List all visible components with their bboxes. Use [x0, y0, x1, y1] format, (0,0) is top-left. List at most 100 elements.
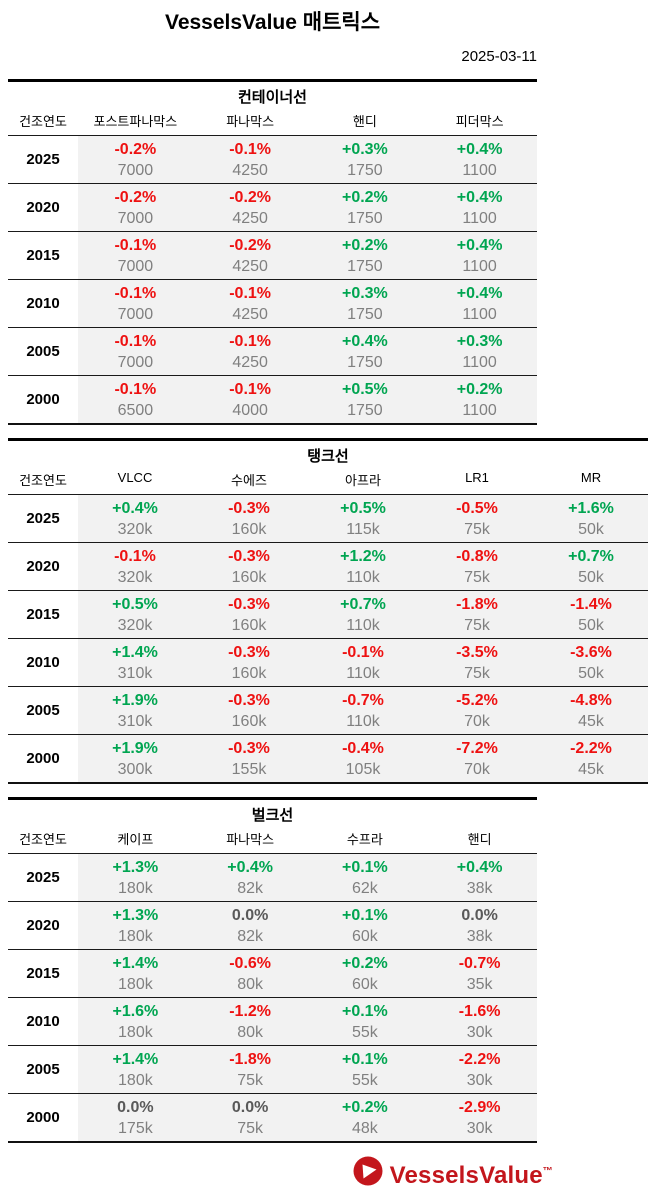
table-title: 컨테이너선 [237, 89, 307, 106]
pct-change-value: -0.3% [228, 740, 270, 757]
asset-value: 110k [346, 713, 380, 730]
value-cell: -0.2% 4250 [192, 184, 308, 231]
asset-value: 35k [466, 976, 493, 993]
pct-change-value: -2.2% [570, 740, 612, 757]
pct-change-value: -0.1% [114, 548, 156, 565]
asset-value: 75k [464, 617, 490, 634]
asset-value: 180k [118, 928, 153, 945]
pct-change-value: -0.1% [114, 237, 157, 254]
asset-value: 50k [578, 521, 604, 538]
value-cell: -0.2% 7000 [78, 184, 193, 231]
value-cell: 0.0% 175k [78, 1094, 193, 1141]
asset-value: 115k [346, 521, 380, 538]
pct-change-value: -0.1% [114, 285, 157, 302]
asset-value: 160k [231, 521, 267, 538]
pct-change-value: 0.0% [231, 907, 269, 924]
year-label: 2010 [8, 280, 78, 327]
asset-value: 320k [117, 521, 153, 538]
value-cell: -0.3% 160k [192, 639, 306, 686]
pct-change-value: -1.6% [458, 1003, 501, 1020]
pct-change-value: +1.2% [340, 548, 386, 565]
year-label: 2005 [8, 687, 78, 734]
value-cell: -2.2% 45k [534, 735, 648, 782]
asset-value: 1100 [462, 258, 497, 275]
pct-change-value: +1.4% [112, 644, 158, 661]
value-cell: -0.8% 75k [420, 543, 534, 590]
pct-change-value: 0.0% [117, 1099, 154, 1116]
asset-value: 75k [237, 1120, 264, 1137]
pct-change-value: -0.3% [228, 692, 270, 709]
table-title: 탱크선 [307, 448, 349, 465]
asset-value: 1100 [462, 210, 497, 227]
asset-value: 80k [237, 976, 264, 993]
pct-change-value: +0.2% [341, 237, 388, 254]
asset-value: 180k [118, 880, 153, 897]
pct-change-value: +0.4% [112, 500, 158, 517]
column-header: 케이프 [117, 832, 154, 847]
asset-value: 62k [351, 880, 378, 897]
value-cell: -0.3% 160k [192, 495, 306, 542]
column-header: 포스트파나막스 [93, 114, 178, 129]
pct-change-value: 0.0% [461, 907, 498, 924]
value-cell: +0.4% 82k [192, 854, 308, 901]
asset-value: 70k [464, 761, 490, 778]
asset-value: 75k [464, 569, 490, 586]
asset-value: 1750 [347, 354, 383, 371]
asset-value: 7000 [117, 210, 154, 227]
pct-change-value: +0.2% [456, 381, 503, 398]
value-cell: -1.6% 30k [422, 998, 537, 1045]
vessel-matrix-table: 컨테이너선 건조연도 포스트파나막스 파나막스 핸디 피더막스 2025 -0.2% … [8, 79, 537, 425]
year-label: 2010 [8, 998, 78, 1045]
pct-change-value: +0.2% [341, 1099, 388, 1116]
vessel-matrix-table: 벌크선 건조연도 케이프 파나막스 수프라 핸디 2025 +1.3% 180k +0… [8, 797, 537, 1143]
asset-value: 70k [464, 713, 490, 730]
pct-change-value: -1.2% [229, 1003, 272, 1020]
pct-change-value: -1.8% [456, 596, 498, 613]
value-cell: +0.7% 110k [306, 591, 420, 638]
pct-change-value: -0.1% [229, 141, 272, 158]
pct-change-value: -0.4% [342, 740, 384, 757]
asset-value: 1750 [347, 162, 383, 179]
asset-value: 55k [351, 1072, 378, 1089]
value-cell: -0.6% 80k [192, 950, 308, 997]
pct-change-value: -2.9% [458, 1099, 501, 1116]
pct-change-value: +0.4% [456, 237, 503, 254]
table-row: 2000 -0.1% 6500 -0.1% 4000 +0.5% 1750 +0… [8, 375, 537, 423]
value-cell: -0.5% 75k [420, 495, 534, 542]
year-label: 2020 [8, 184, 78, 231]
asset-value: 1750 [347, 306, 383, 323]
table-rows: 2025 -0.2% 7000 -0.1% 4250 +0.3% 1750 +0… [8, 135, 537, 423]
asset-value: 4250 [232, 162, 268, 179]
asset-value: 30k [466, 1072, 493, 1089]
pct-change-value: -0.7% [342, 692, 384, 709]
asset-value: 38k [466, 928, 493, 945]
asset-value: 1750 [347, 210, 383, 227]
pct-change-value: +0.1% [341, 859, 388, 876]
value-cell: +0.4% 320k [78, 495, 192, 542]
asset-value: 1100 [462, 354, 497, 371]
pct-change-value: -0.1% [229, 333, 272, 350]
pct-change-value: -0.3% [228, 548, 270, 565]
value-cell: +1.9% 310k [78, 687, 192, 734]
asset-value: 75k [464, 665, 490, 682]
year-label: 2025 [8, 854, 78, 901]
column-header: LR1 [465, 470, 489, 485]
value-cell: -0.1% 4250 [192, 136, 308, 183]
value-cell: 0.0% 75k [192, 1094, 308, 1141]
pct-change-value: -0.1% [229, 285, 272, 302]
asset-value: 160k [231, 617, 267, 634]
pct-change-value: -1.8% [229, 1051, 272, 1068]
asset-value: 82k [237, 880, 264, 897]
value-cell: +0.5% 1750 [307, 376, 423, 423]
pct-change-value: +0.5% [341, 381, 388, 398]
table-row: 2005 -0.1% 7000 -0.1% 4250 +0.4% 1750 +0… [8, 327, 537, 375]
column-header: 수에즈 [231, 473, 267, 488]
year-label: 2025 [8, 495, 78, 542]
asset-value: 160k [231, 569, 267, 586]
table-title: 벌크선 [251, 807, 294, 824]
pct-change-value: +0.4% [456, 285, 503, 302]
year-label: 2000 [8, 1094, 78, 1141]
pct-change-value: -0.3% [228, 596, 270, 613]
value-cell: +0.3% 1750 [307, 280, 423, 327]
asset-value: 160k [231, 665, 267, 682]
